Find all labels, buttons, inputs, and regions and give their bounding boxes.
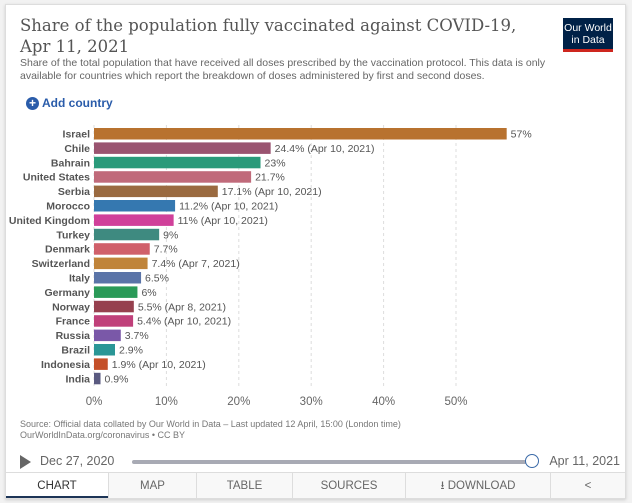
country-label[interactable]: Indonesia xyxy=(41,359,90,371)
timeline-start: Dec 27, 2020 xyxy=(40,454,115,468)
bar[interactable] xyxy=(94,128,507,140)
country-label[interactable]: Germany xyxy=(44,287,90,299)
country-label[interactable]: Norway xyxy=(52,301,90,313)
value-label: 3.7% xyxy=(125,330,149,342)
country-label[interactable]: United States xyxy=(23,172,90,184)
bar[interactable] xyxy=(94,156,261,169)
value-label: 11% (Apr 10, 2021) xyxy=(178,215,268,227)
country-label[interactable]: India xyxy=(65,373,90,385)
value-label: 21.7% xyxy=(255,172,285,184)
value-label: 7.7% xyxy=(154,244,178,256)
bar[interactable] xyxy=(94,214,174,226)
value-label: 5.4% (Apr 10, 2021) xyxy=(137,316,231,328)
bar[interactable] xyxy=(94,358,108,370)
x-tick-label: 20% xyxy=(227,396,250,408)
value-label: 7.4% (Apr 7, 2021) xyxy=(152,258,240,270)
country-label[interactable]: United Kingdom xyxy=(9,215,90,227)
value-label: 57% xyxy=(511,129,532,141)
country-label[interactable]: France xyxy=(56,316,91,328)
timeline-end: Apr 11, 2021 xyxy=(549,454,620,468)
play-icon[interactable] xyxy=(20,455,31,469)
value-label: 1.9% (Apr 10, 2021) xyxy=(112,359,206,371)
x-tick-label: 40% xyxy=(372,396,395,408)
country-label[interactable]: Switzerland xyxy=(32,258,90,270)
tab-chart[interactable]: CHART xyxy=(6,473,108,498)
x-tick-label: 0% xyxy=(86,396,103,408)
country-label[interactable]: Denmark xyxy=(45,244,90,256)
country-label[interactable]: Italy xyxy=(69,273,90,285)
bar[interactable] xyxy=(94,243,150,255)
bar[interactable] xyxy=(94,257,148,270)
owid-logo[interactable]: Our World in Data xyxy=(563,18,613,52)
x-tick-label: 30% xyxy=(300,396,323,408)
bar[interactable] xyxy=(94,300,134,313)
add-country-button[interactable]: + Add country xyxy=(26,96,113,110)
country-label[interactable]: Russia xyxy=(56,330,91,342)
bar[interactable] xyxy=(94,372,101,385)
value-label: 23% xyxy=(265,157,286,169)
tab-table[interactable]: TABLE xyxy=(196,473,292,498)
chart-subtitle: Share of the total population that have … xyxy=(20,57,546,82)
tab-download[interactable]: ⭳ DOWNLOAD xyxy=(405,473,550,498)
chart-title: Share of the population fully vaccinated… xyxy=(20,16,517,56)
source-url[interactable]: OurWorldInData.org/coronavirus • CC BY xyxy=(20,430,186,440)
bar[interactable] xyxy=(94,329,121,342)
source-text: Source: Official data collated by Our Wo… xyxy=(20,419,401,429)
value-label: 0.9% xyxy=(105,373,129,385)
value-label: 6.5% xyxy=(145,273,169,285)
bar[interactable] xyxy=(94,200,176,212)
plus-icon: + xyxy=(26,96,39,110)
share-icon[interactable]: < xyxy=(550,473,625,498)
bar[interactable] xyxy=(94,286,138,298)
x-tick-label: 10% xyxy=(155,396,178,408)
country-label[interactable]: Chile xyxy=(64,143,90,155)
country-label[interactable]: Israel xyxy=(63,129,91,141)
bar[interactable] xyxy=(94,171,252,183)
tab-sources[interactable]: SOURCES xyxy=(292,473,405,498)
value-label: 5.5% (Apr 8, 2021) xyxy=(138,301,226,313)
bar[interactable] xyxy=(94,185,218,198)
timeline: Dec 27, 2020 Apr 11, 2021 xyxy=(20,452,620,472)
value-label: 24.4% (Apr 10, 2021) xyxy=(275,143,375,155)
x-tick-label: 50% xyxy=(444,396,467,408)
value-label: 17.1% (Apr 10, 2021) xyxy=(222,186,322,198)
value-label: 2.9% xyxy=(119,345,143,357)
bar[interactable] xyxy=(94,315,134,327)
source-note: Source: Official data collated by Our Wo… xyxy=(20,419,401,441)
country-label[interactable]: Brazil xyxy=(61,345,90,357)
tab-map[interactable]: MAP xyxy=(108,473,196,498)
chart-card: Share of the population fully vaccinated… xyxy=(5,4,626,499)
bar-chart: 0% 10% 20% 30% 40% 50% Israel 57% Chile 24.4% (Ap… xyxy=(9,125,532,408)
add-country-label: Add country xyxy=(42,96,113,110)
tab-bar: CHART MAP TABLE SOURCES ⭳ DOWNLOAD < xyxy=(6,472,625,498)
country-label[interactable]: Morocco xyxy=(46,201,90,213)
bar[interactable] xyxy=(94,142,271,154)
value-label: 11.2% (Apr 10, 2021) xyxy=(179,201,278,213)
country-label[interactable]: Turkey xyxy=(56,229,90,241)
bar[interactable] xyxy=(94,272,142,284)
value-label: 6% xyxy=(141,287,156,299)
value-label: 9% xyxy=(163,229,178,241)
bar[interactable] xyxy=(94,344,115,356)
country-label[interactable]: Serbia xyxy=(58,186,90,198)
bar[interactable] xyxy=(94,228,160,241)
country-label[interactable]: Bahrain xyxy=(51,157,90,169)
timeline-track[interactable] xyxy=(132,460,532,464)
timeline-handle[interactable] xyxy=(525,454,539,468)
